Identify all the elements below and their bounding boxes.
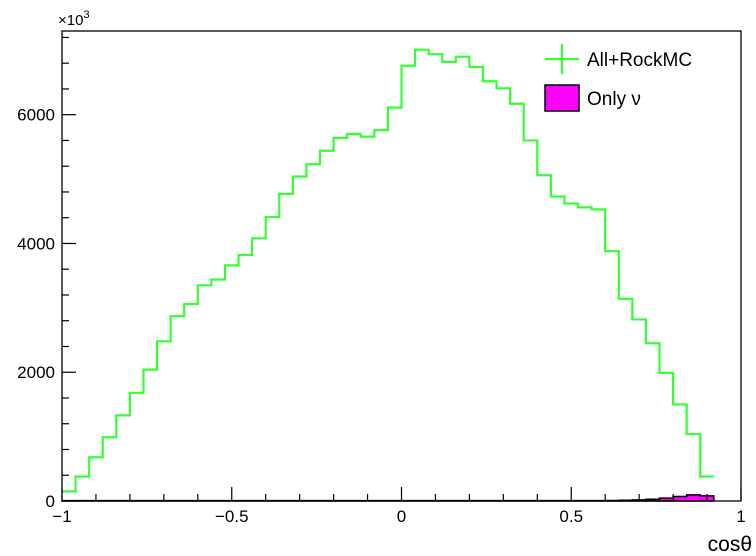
y-tick-label: 4000 xyxy=(17,234,55,253)
y-multiplier-exponent: 3 xyxy=(83,9,89,21)
axes: −1 −0.5 0 0.5 1 0 2000 4000 6000 ×103 cosθ xyxy=(17,9,752,556)
legend: All+RockMC Only ν xyxy=(544,44,692,112)
y-tick-label: 2000 xyxy=(17,363,55,382)
legend-swatch-only-nu xyxy=(544,84,580,112)
x-tick-label: 1 xyxy=(736,507,745,526)
legend-label-only-nu: Only ν xyxy=(587,89,641,110)
x-tick-label: 0.5 xyxy=(559,507,583,526)
y-tick-label: 0 xyxy=(46,492,55,511)
x-tick-label: 0 xyxy=(397,507,406,526)
series-0-step-line xyxy=(62,48,714,493)
plot-area xyxy=(62,31,741,501)
legend-label-all-rockmc: All+RockMC xyxy=(587,50,692,71)
plot-frame xyxy=(62,31,741,501)
y-tick-label: 6000 xyxy=(17,106,55,125)
x-tick-label: −1 xyxy=(52,507,71,526)
x-axis-title: cosθ xyxy=(708,533,752,556)
x-tick-label: −0.5 xyxy=(215,507,249,526)
y-multiplier-label: ×103 xyxy=(58,9,90,29)
